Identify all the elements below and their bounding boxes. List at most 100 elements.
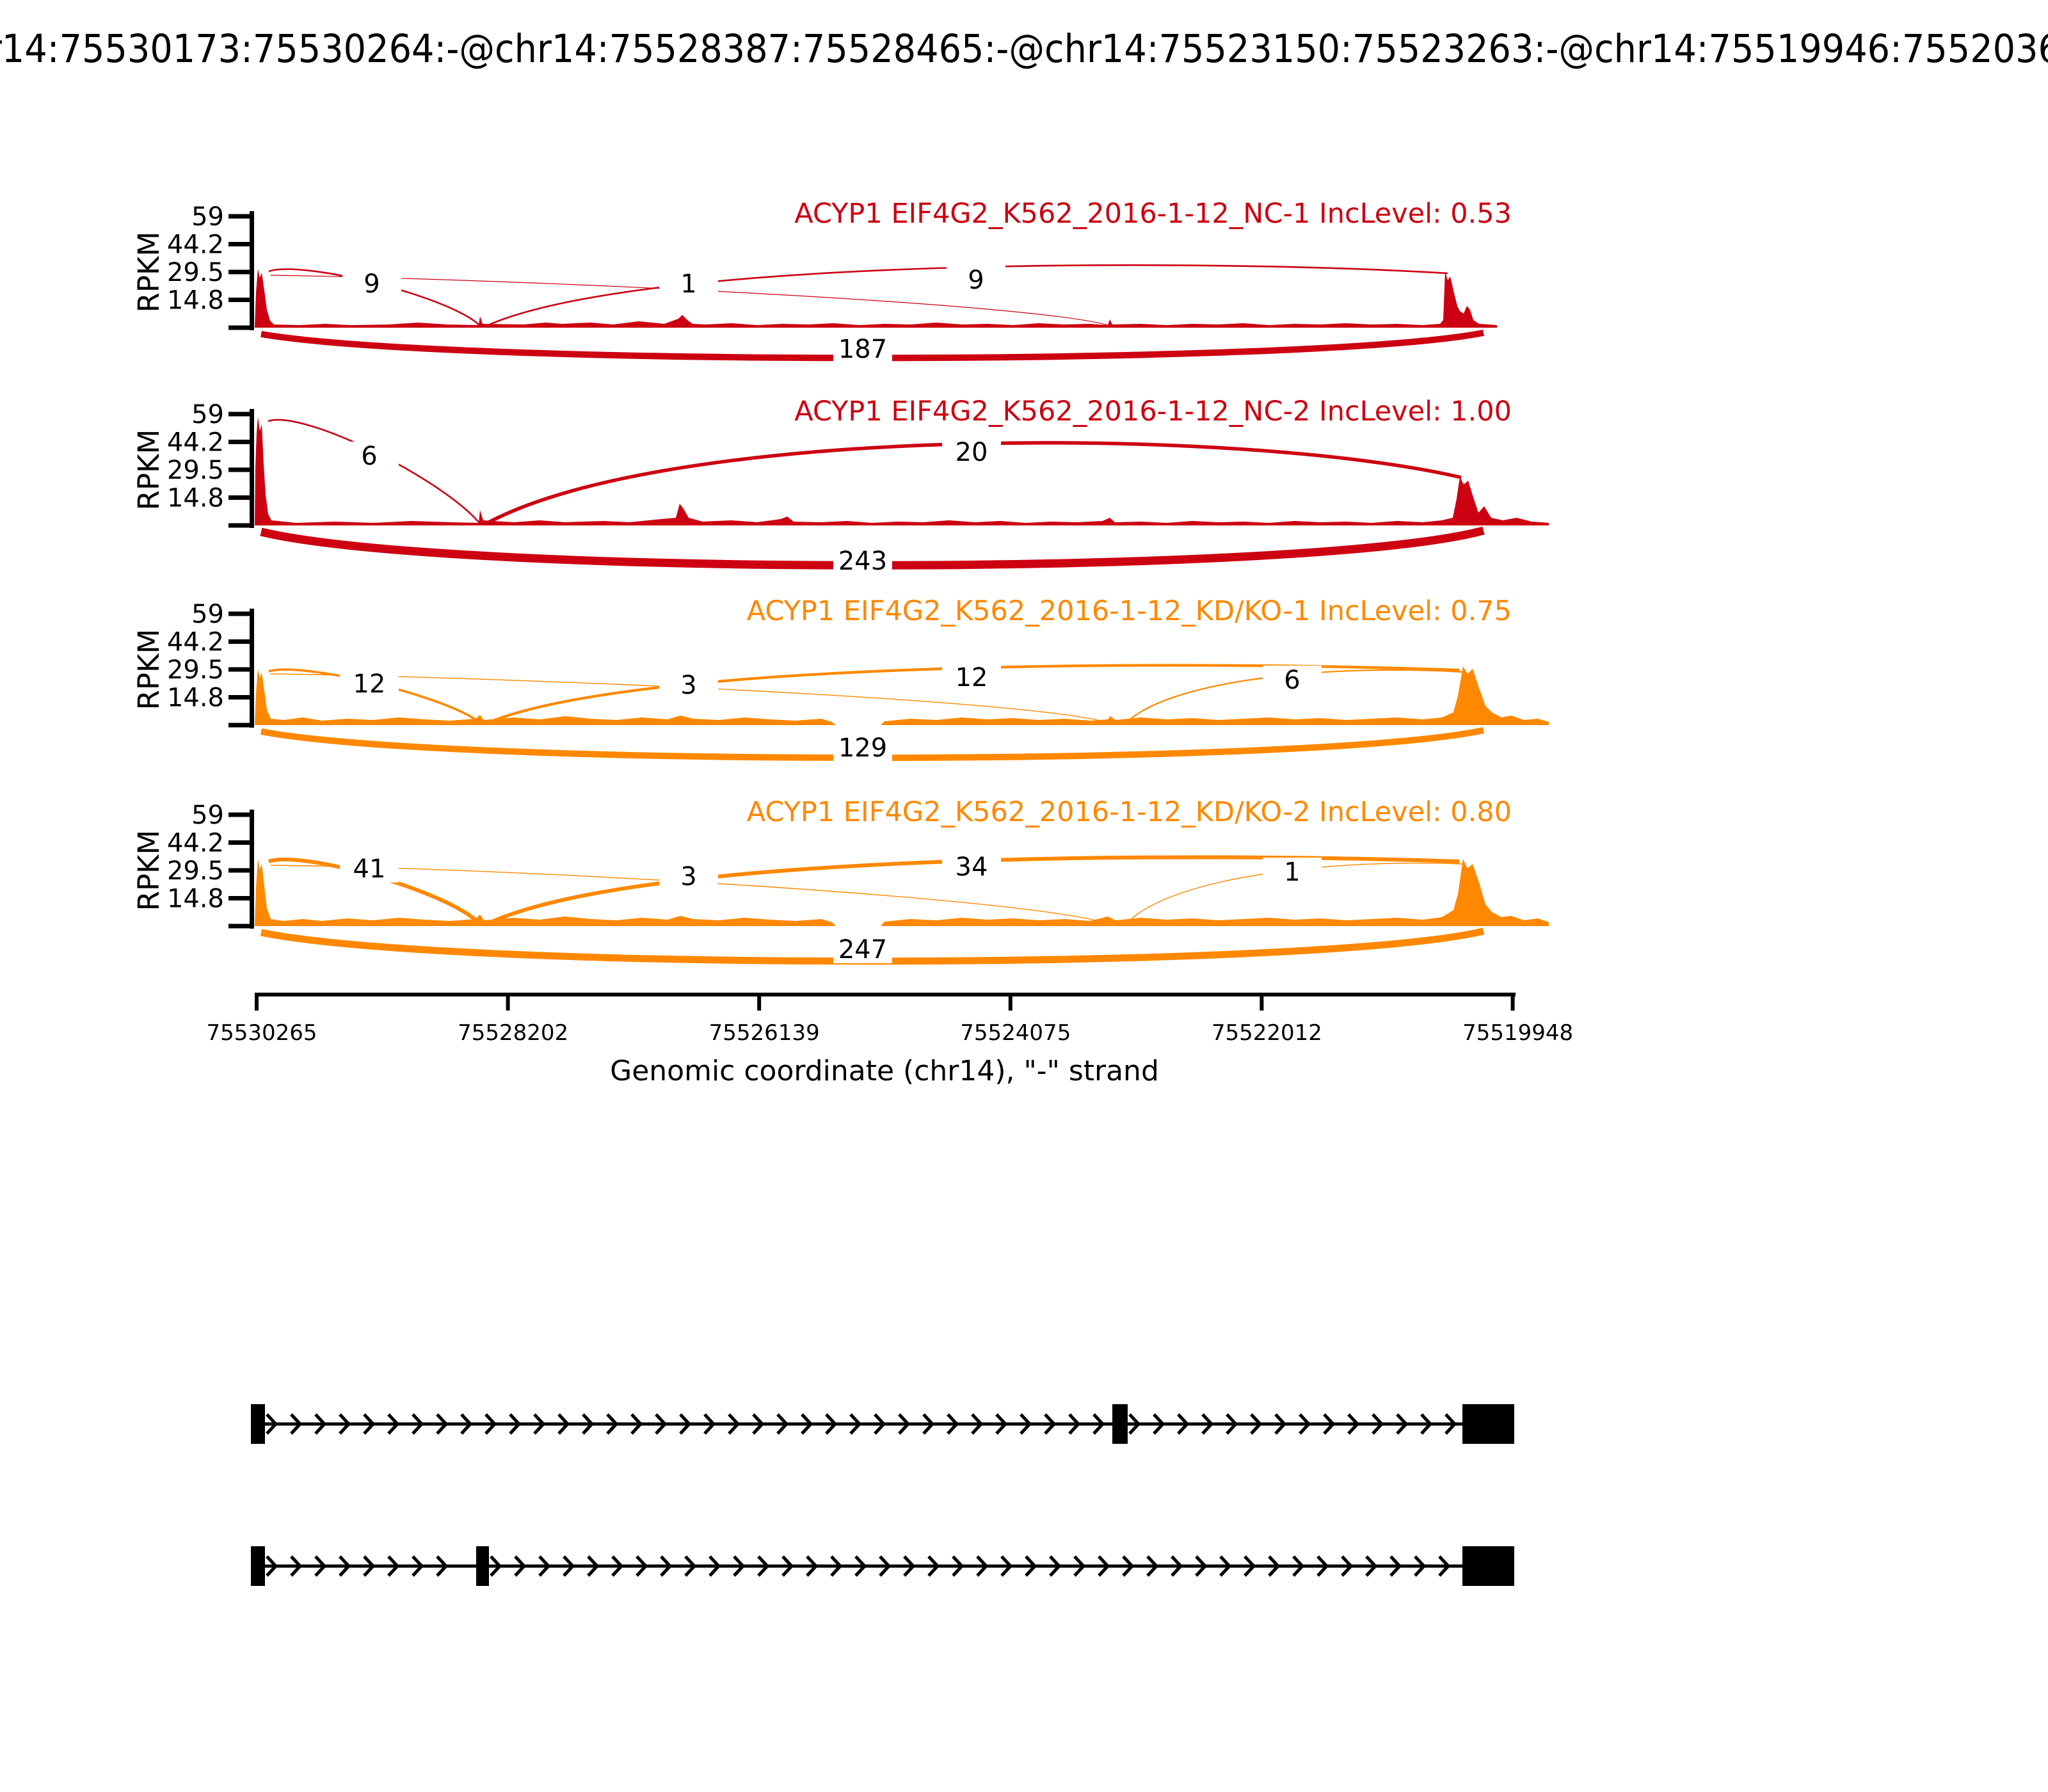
y-axis-tick-label: 44.2 [167,428,224,458]
y-axis-tick [228,269,250,275]
strand-arrow-icon [1044,1413,1057,1435]
strand-arrow-icon [703,1413,716,1435]
x-axis-tick-label: 75519948 [1462,1020,1573,1046]
transcript-intron-line [255,1564,1514,1568]
strand-arrow-icon [708,1555,721,1577]
junction-count-label: 3 [680,671,696,700]
strand-arrow-icon [801,1413,813,1435]
y-axis-tick-label: 14.8 [167,286,224,316]
strand-arrow-icon [1219,1555,1232,1577]
y-axis-tick [228,523,250,528]
y-axis-title: RPKM [132,232,166,313]
strand-arrow-icon [1347,1413,1360,1435]
y-axis-tick-label: 14.8 [167,884,224,914]
junction-count-bg [1263,666,1322,694]
strand-arrow-icon [655,1413,668,1435]
strand-arrow-icon [509,1413,522,1435]
strand-arrow-icon [266,1555,278,1577]
y-axis-tick [228,896,250,900]
strand-arrow-icon [684,1555,697,1577]
strand-arrow-icon [781,1555,794,1577]
junction-count-bg [942,438,1001,466]
y-axis-tick [228,695,250,700]
junction-arc [484,664,1460,725]
strand-arrow-icon [514,1555,527,1577]
strand-arrow-icon [733,1555,746,1577]
junction-count-bg [833,733,892,762]
strand-arrow-icon [660,1555,673,1577]
junction-count-bg [659,269,718,298]
x-axis-tick [1510,996,1515,1011]
x-axis-tick [757,996,762,1011]
y-axis-tick-label: 59 [191,202,224,232]
x-axis-tick [1008,996,1012,1011]
strand-arrow-icon [582,1413,595,1435]
y-axis-tick-label: 44.2 [167,230,224,260]
strand-arrow-icon [927,1555,940,1577]
y-axis-tick [228,840,250,845]
junction-count-label: 243 [838,547,887,576]
junction-count-bg [1263,858,1322,886]
junction-count-bg [942,663,1001,691]
strand-arrow-icon [1372,1413,1384,1435]
junction-count-bg [340,854,399,883]
junction-count-bg [942,852,1001,881]
strand-arrow-icon [1153,1413,1165,1435]
strand-arrow-icon [776,1413,789,1435]
strand-arrow-icon [314,1555,327,1577]
junction-count-bg [833,935,892,963]
y-axis-tick-label: 29.5 [167,655,224,685]
y-axis-spine [250,609,254,728]
strand-arrow-icon [976,1555,989,1577]
x-axis-tick-label: 75522012 [1212,1020,1322,1046]
strand-arrow-icon [460,1413,473,1435]
x-axis-tick [506,996,510,1011]
strand-arrow-icon [611,1555,624,1577]
junction-count-bg [340,442,399,470]
junction-count-label: 129 [838,733,887,763]
strand-arrow-icon [436,1413,449,1435]
strand-arrow-icon [339,1413,351,1435]
strand-arrow-icon [879,1555,892,1577]
plot-title: r14:75530173:75530264:-@chr14:75528387:7… [0,26,2048,72]
y-axis-tick [228,812,250,817]
strand-arrow-icon [830,1555,843,1577]
strand-arrow-icon [538,1555,551,1577]
strand-arrow-icon [1073,1555,1086,1577]
strand-arrow-icon [1177,1413,1190,1435]
y-axis-tick-label: 14.8 [167,684,224,713]
strand-arrow-icon [587,1555,600,1577]
junction-count-bg [947,266,1005,294]
junction-count-label: 3 [680,862,696,892]
strand-arrow-icon [557,1413,570,1435]
strand-arrow-icon [1146,1555,1159,1577]
x-axis-spine [255,993,1516,996]
junction-count-label: 1 [1284,858,1300,887]
junction-count-bg [340,669,399,698]
strand-arrow-icon [1000,1555,1013,1577]
strand-arrow-icon [1396,1413,1409,1435]
junction-count-label: 41 [353,854,386,884]
track-title: ACYP1 EIF4G2_K562_2016-1-12_NC-2 IncLeve… [794,396,1512,428]
y-axis-tick [228,667,250,672]
junction-count-label: 9 [364,269,380,299]
track-1-coverage [255,417,1549,525]
junction-count-label: 12 [353,669,386,699]
junction-count-bg [659,671,718,699]
strand-arrow-icon [1171,1555,1183,1577]
junction-count-label: 187 [838,335,887,364]
y-axis-title: RPKM [132,429,166,511]
y-axis-tick [228,242,250,246]
strand-arrow-icon [1226,1413,1238,1435]
strand-arrow-icon [533,1413,546,1435]
x-axis-tick-label: 75530265 [206,1020,317,1046]
transcript-exon-box [476,1546,489,1586]
strand-arrow-icon [1098,1555,1110,1577]
y-axis-tick [228,325,250,330]
strand-arrow-icon [679,1413,692,1435]
transcript-exon-box [1462,1546,1514,1586]
transcript-exon-box [1112,1404,1128,1444]
junction-count-label: 6 [1284,666,1300,695]
strand-arrow-icon [290,1413,303,1435]
